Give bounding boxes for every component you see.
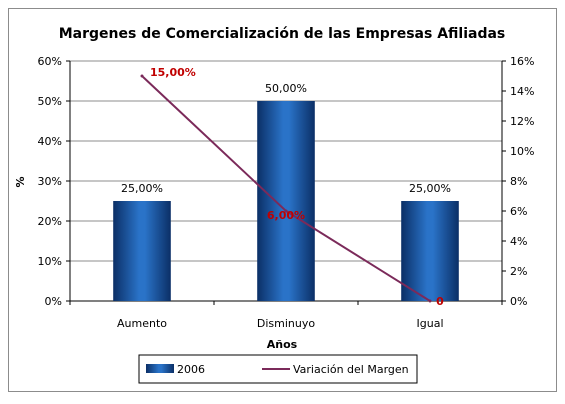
y2-tick-label: 12% <box>510 115 534 128</box>
y2-tick-label: 2% <box>510 265 527 278</box>
bar <box>257 101 315 301</box>
legend: 2006 Variación del Margen <box>138 354 418 384</box>
y-tick-label: 60% <box>38 55 62 68</box>
bar-data-label: 50,00% <box>265 82 307 95</box>
y-tick-label: 0% <box>45 295 62 308</box>
y2-tick-label: 0% <box>510 295 527 308</box>
y-tick-label: 30% <box>38 175 62 188</box>
y-tick-label: 10% <box>38 255 62 268</box>
line-point <box>428 299 432 303</box>
y2-tick-label: 14% <box>510 85 534 98</box>
y2-tick-label: 8% <box>510 175 527 188</box>
line-data-label: 6,00% <box>267 209 305 222</box>
legend-bar-label: 2006 <box>177 363 205 376</box>
y2-tick-label: 6% <box>510 205 527 218</box>
bar-data-label: 25,00% <box>409 182 451 195</box>
line-point <box>284 209 288 213</box>
y2-tick-label: 4% <box>510 235 527 248</box>
bar <box>113 201 171 301</box>
line-data-label: 15,00% <box>150 66 196 79</box>
x-tick-label: Igual <box>417 317 444 330</box>
chart-title: Margenes de Comercialización de las Empr… <box>59 26 506 42</box>
y2-tick-label: 16% <box>510 55 534 68</box>
legend-bar-swatch <box>146 364 174 373</box>
bar <box>401 201 459 301</box>
y2-tick-label: 10% <box>510 145 534 158</box>
x-tick-label: Disminuyo <box>257 317 315 330</box>
y-tick-label: 20% <box>38 215 62 228</box>
line-point <box>140 74 144 78</box>
x-axis-title: Años <box>267 338 298 351</box>
x-tick-label: Aumento <box>117 317 167 330</box>
line-data-label: 0 <box>436 295 444 308</box>
legend-line-label: Variación del Margen <box>293 363 409 376</box>
y-axis-title: % <box>14 176 27 187</box>
bar-data-label: 25,00% <box>121 182 163 195</box>
y-tick-label: 40% <box>38 135 62 148</box>
plot-area: 0% 10% 20% 30% 40% 50% 60% 0% 2% 4% 6% 8% 10% 12% 14% 1… <box>38 55 535 330</box>
y-tick-label: 50% <box>38 95 62 108</box>
